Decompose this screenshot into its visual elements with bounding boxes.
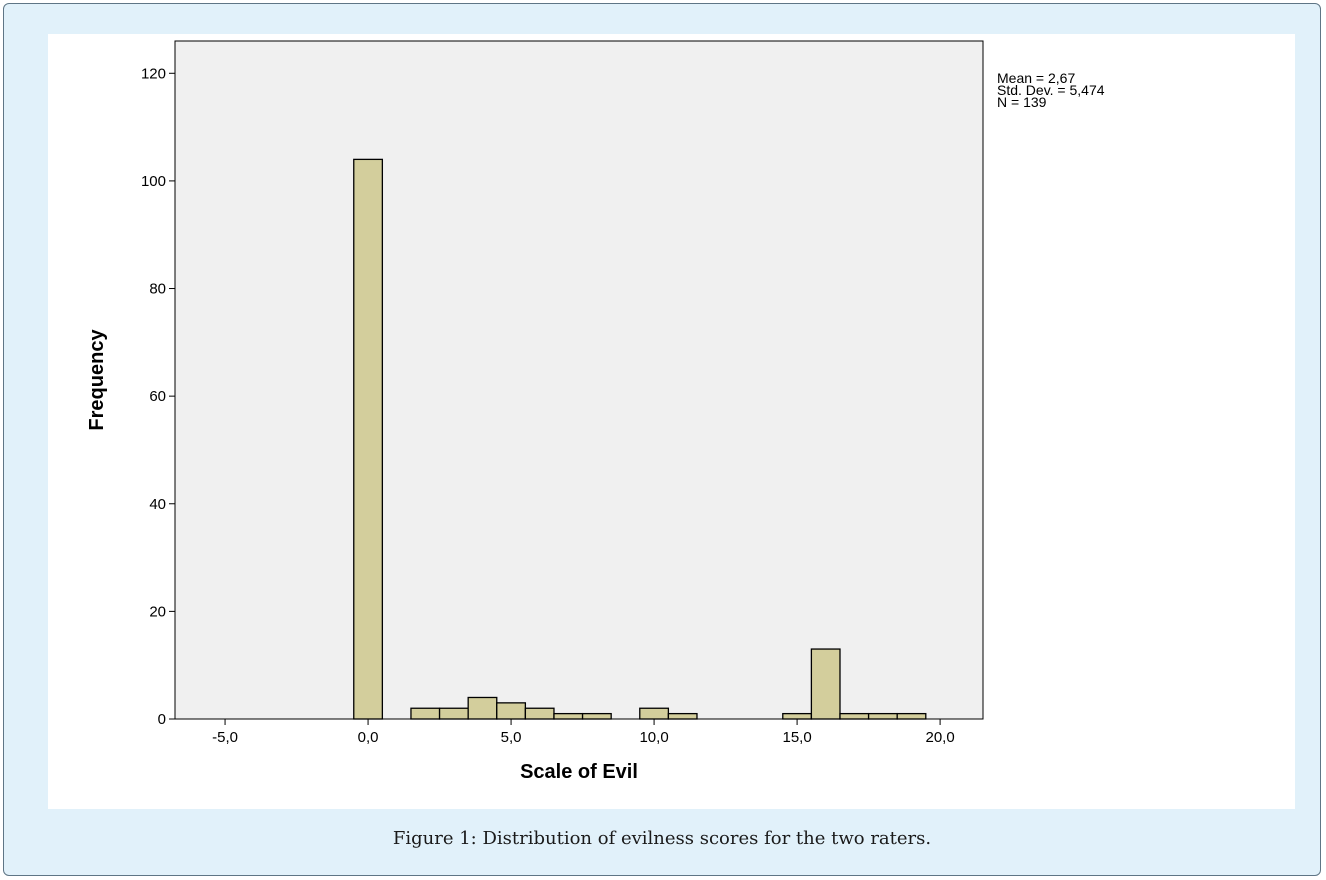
histogram-bar	[667, 712, 698, 720]
plot-area	[174, 40, 984, 720]
histogram-chart: 0 20 40 60 80 100 120 -5,0 0,0 5,0 10,0 15,0 20,0 Sca…	[86, 40, 984, 783]
histogram-bar	[410, 707, 441, 720]
y-tick-label: 0	[158, 711, 166, 728]
histogram-bar	[467, 696, 498, 720]
chart-panel: 0 20 40 60 80 100 120 -5,0 0,0 5,0 10,0 15,0 20,0 Sca…	[48, 34, 1295, 809]
figure-caption: Figure 1: Distribution of evilness score…	[392, 828, 932, 849]
histogram-bar	[639, 707, 670, 720]
y-tick-label: 20	[149, 603, 166, 620]
histogram-bar	[553, 712, 584, 720]
histogram-bar	[839, 712, 870, 720]
histogram-bar	[867, 712, 898, 720]
histogram-bar	[353, 158, 384, 720]
x-tick-label: -5,0	[212, 729, 238, 746]
histogram-bar	[496, 702, 527, 720]
y-tick-label: 120	[141, 65, 166, 82]
histogram-bar	[810, 648, 841, 720]
x-tick-label: 20,0	[925, 729, 954, 746]
histogram-bar	[438, 707, 469, 720]
y-tick-label: 60	[149, 388, 166, 405]
x-tick-label: 5,0	[501, 729, 522, 746]
y-tick-label: 40	[149, 496, 166, 513]
histogram-bar	[581, 712, 612, 720]
y-axis-label: Frequency	[86, 329, 108, 431]
histogram-bar	[896, 712, 927, 720]
std-dev-stat: Std. Dev. = 5,474	[997, 82, 1105, 98]
x-tick-label: 0,0	[358, 729, 379, 746]
bars-group	[353, 158, 927, 720]
y-tick-label: 100	[141, 173, 166, 190]
n-stat: N = 139	[997, 94, 1047, 110]
x-tick-label: 10,0	[639, 729, 668, 746]
mean-stat: Mean = 2,67	[997, 70, 1076, 86]
y-tick-label: 80	[149, 281, 166, 298]
histogram-bar	[524, 707, 555, 720]
summary-statistics: Mean = 2,67 Std. Dev. = 5,474 N = 139	[997, 70, 1105, 110]
x-axis-label: Scale of Evil	[520, 761, 638, 783]
histogram-bar	[782, 712, 813, 720]
x-tick-label: 15,0	[782, 729, 811, 746]
figure-frame: 0 20 40 60 80 100 120 -5,0 0,0 5,0 10,0 15,0 20,0 Sca…	[3, 3, 1321, 876]
